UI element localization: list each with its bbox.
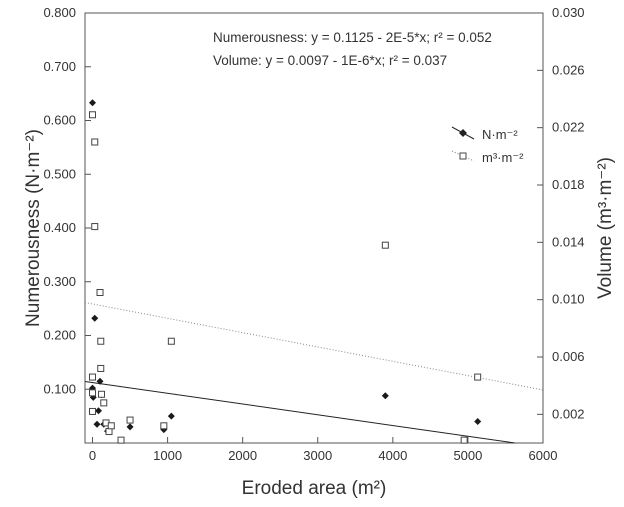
y-left-tick-label: 0.400 bbox=[43, 220, 76, 235]
data-point-numerousness bbox=[381, 392, 389, 400]
equation-numerousness: Numerousness: y = 0.1125 - 2E-5*x; r² = … bbox=[213, 30, 492, 45]
y-left-tick-label: 0.700 bbox=[43, 59, 76, 74]
y-left-tick-label: 0.600 bbox=[43, 113, 76, 128]
legend-label-numerousness: N·m⁻² bbox=[482, 127, 518, 142]
y-right-tick-label: 0.006 bbox=[552, 349, 585, 364]
data-point-volume bbox=[97, 364, 105, 372]
data-point-volume bbox=[117, 436, 125, 444]
legend: N·m⁻² m³·m⁻² bbox=[451, 126, 524, 165]
data-point-volume bbox=[91, 138, 99, 146]
legend-marker-numerousness bbox=[459, 129, 467, 137]
y-left-tick-label: 0.800 bbox=[43, 5, 76, 20]
x-tick-label: 0 bbox=[89, 448, 96, 463]
x-tick-label: 5000 bbox=[453, 448, 482, 463]
data-point-numerousness bbox=[474, 418, 482, 425]
y-left-tick-label: 0.100 bbox=[43, 381, 76, 396]
data-point-volume bbox=[126, 416, 134, 424]
data-point-volume bbox=[89, 373, 97, 381]
data-point-volume bbox=[160, 422, 168, 430]
data-point-numerousness bbox=[91, 314, 99, 322]
legend-marker-volume bbox=[459, 152, 467, 160]
equation-volume: Volume: y = 0.0097 - 1E-6*x; r² = 0.037 bbox=[213, 53, 447, 68]
data-point-numerousness bbox=[89, 99, 97, 107]
data-point-volume bbox=[89, 407, 97, 415]
x-tick-label: 2000 bbox=[228, 448, 257, 463]
data-point-volume bbox=[167, 337, 175, 345]
data-point-numerousness bbox=[96, 377, 104, 385]
x-tick-label: 1000 bbox=[153, 448, 182, 463]
x-axis-title: Eroded area (m²) bbox=[242, 478, 387, 499]
data-point-numerousness bbox=[167, 412, 175, 420]
data-point-volume bbox=[91, 223, 99, 231]
trend-line-numerousness bbox=[84, 380, 515, 444]
data-point-numerousness bbox=[95, 407, 103, 415]
data-point-volume bbox=[460, 436, 468, 444]
data-point-volume bbox=[107, 422, 115, 430]
data-point-volume bbox=[105, 428, 113, 436]
data-point-volume bbox=[474, 373, 482, 381]
y-right-tick-label: 0.014 bbox=[552, 234, 585, 249]
y-left-tick-label: 0.500 bbox=[43, 166, 76, 181]
data-point-numerousness bbox=[93, 420, 101, 428]
data-point-volume bbox=[381, 241, 389, 249]
y-right-tick-label: 0.026 bbox=[552, 62, 585, 77]
data-point-numerousness bbox=[126, 423, 134, 431]
y-right-tick-label: 0.022 bbox=[552, 120, 585, 135]
data-point-volume bbox=[100, 399, 108, 407]
data-point-volume bbox=[97, 337, 105, 345]
y-right-tick-label: 0.018 bbox=[552, 177, 585, 192]
y-right-tick-label: 0.030 bbox=[552, 5, 585, 20]
data-point-volume bbox=[89, 389, 97, 397]
y-axis-left-title: Numerousness (N·m⁻²) bbox=[23, 129, 44, 327]
legend-label-volume: m³·m⁻² bbox=[482, 150, 524, 165]
data-point-volume bbox=[98, 390, 106, 398]
x-tick-label: 6000 bbox=[529, 448, 558, 463]
y-right-tick-label: 0.010 bbox=[552, 292, 585, 307]
x-tick-label: 3000 bbox=[303, 448, 332, 463]
y-axis-right-title: Volume (m³·m⁻²) bbox=[595, 157, 616, 299]
x-tick-label: 4000 bbox=[378, 448, 407, 463]
y-right-tick-label: 0.002 bbox=[552, 406, 585, 421]
y-left-tick-label: 0.200 bbox=[43, 328, 76, 343]
y-left-tick-label: 0.300 bbox=[43, 274, 76, 289]
data-point-volume bbox=[89, 111, 97, 119]
data-point-volume bbox=[96, 289, 104, 296]
